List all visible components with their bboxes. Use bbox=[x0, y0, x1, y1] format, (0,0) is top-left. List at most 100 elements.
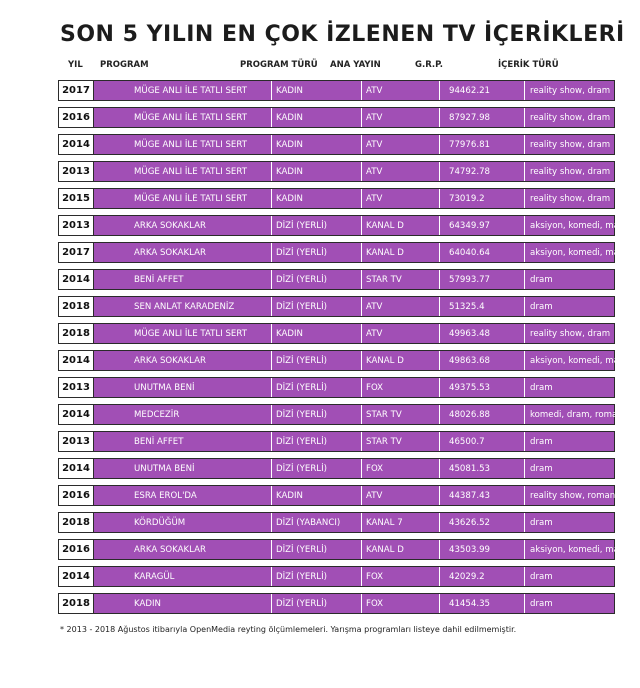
cell-year: 2017 bbox=[59, 243, 94, 262]
column-divider bbox=[524, 594, 525, 613]
footnote: * 2013 - 2018 Ağustos itibarıyla OpenMed… bbox=[60, 625, 517, 634]
cell-genre: aksiyon, komedi, macera bbox=[530, 355, 638, 366]
table-row: 2013 BENİ AFFET DİZİ (YERLİ) STAR TV 46500.7… bbox=[58, 431, 615, 452]
cell-program: ARKA SOKAKLAR bbox=[134, 355, 206, 366]
column-divider bbox=[271, 351, 272, 370]
cell-year: 2018 bbox=[59, 594, 94, 613]
column-divider bbox=[361, 216, 362, 235]
cell-program-type: DİZİ (YERLİ) bbox=[276, 544, 327, 555]
cell-genre: reality show, dram bbox=[530, 112, 611, 123]
row-bar: KADIN DİZİ (YERLİ) FOX 41454.35 dram bbox=[94, 594, 614, 613]
cell-channel: STAR TV bbox=[366, 409, 402, 420]
cell-grp: 42029.2 bbox=[449, 571, 485, 582]
table-row: 2014 ARKA SOKAKLAR DİZİ (YERLİ) KANAL D 4986… bbox=[58, 350, 638, 371]
cell-channel: KANAL D bbox=[366, 220, 404, 231]
page-title: SON 5 YILIN EN ÇOK İZLENEN TV İÇERİKLERİ bbox=[60, 22, 625, 47]
cell-grp: 49863.68 bbox=[449, 355, 491, 366]
column-divider bbox=[271, 567, 272, 586]
cell-genre: aksiyon, komedi, macera bbox=[530, 220, 638, 231]
cell-channel: STAR TV bbox=[366, 436, 402, 447]
column-divider bbox=[439, 432, 440, 451]
column-divider bbox=[439, 513, 440, 532]
row-bar: UNUTMA BENİ DİZİ (YERLİ) FOX 45081.53 dram bbox=[94, 459, 614, 478]
cell-program-type: DİZİ (YERLİ) bbox=[276, 355, 327, 366]
cell-channel: ATV bbox=[366, 301, 383, 312]
cell-genre: aksiyon, komedi, macera bbox=[530, 544, 638, 555]
column-divider bbox=[271, 135, 272, 154]
row-bar: ARKA SOKAKLAR DİZİ (YERLİ) KANAL D 43503.99… bbox=[94, 540, 638, 559]
cell-program-type: KADIN bbox=[276, 112, 303, 123]
cell-program-type: DİZİ (YERLİ) bbox=[276, 571, 327, 582]
cell-year: 2015 bbox=[59, 189, 94, 208]
cell-grp: 64349.97 bbox=[449, 220, 491, 231]
column-divider bbox=[361, 243, 362, 262]
column-divider bbox=[439, 297, 440, 316]
header-program: PROGRAM bbox=[100, 60, 149, 70]
cell-grp: 49375.53 bbox=[449, 382, 491, 393]
column-divider bbox=[361, 486, 362, 505]
row-bar: KÖRDÜĞÜM DİZİ (YABANCI) KANAL 7 43626.52 dra… bbox=[94, 513, 614, 532]
column-divider bbox=[271, 243, 272, 262]
ranking-table: 2017 MÜGE ANLI İLE TATLI SERT KADIN ATV 9446… bbox=[58, 80, 638, 620]
column-divider bbox=[439, 567, 440, 586]
column-divider bbox=[361, 432, 362, 451]
column-divider bbox=[524, 540, 525, 559]
column-divider bbox=[524, 351, 525, 370]
cell-year: 2016 bbox=[59, 540, 94, 559]
table-row: 2018 SEN ANLAT KARADENİZ DİZİ (YERLİ) ATV 51… bbox=[58, 296, 615, 317]
column-divider bbox=[439, 405, 440, 424]
column-divider bbox=[524, 513, 525, 532]
cell-channel: FOX bbox=[366, 382, 384, 393]
column-divider bbox=[361, 324, 362, 343]
column-divider bbox=[271, 108, 272, 127]
row-bar: ARKA SOKAKLAR DİZİ (YERLİ) KANAL D 64349.97… bbox=[94, 216, 638, 235]
row-bar: KARAGÜL DİZİ (YERLİ) FOX 42029.2 dram bbox=[94, 567, 614, 586]
cell-program: MÜGE ANLI İLE TATLI SERT bbox=[134, 139, 247, 150]
column-divider bbox=[439, 162, 440, 181]
column-divider bbox=[439, 378, 440, 397]
cell-genre: aksiyon, komedi, macera bbox=[530, 247, 638, 258]
cell-channel: ATV bbox=[366, 328, 383, 339]
cell-grp: 44387.43 bbox=[449, 490, 491, 501]
cell-year: 2013 bbox=[59, 216, 94, 235]
column-divider bbox=[524, 297, 525, 316]
column-divider bbox=[439, 540, 440, 559]
cell-year: 2017 bbox=[59, 81, 94, 100]
cell-year: 2014 bbox=[59, 405, 94, 424]
cell-year: 2018 bbox=[59, 297, 94, 316]
column-divider bbox=[524, 405, 525, 424]
column-divider bbox=[271, 405, 272, 424]
cell-program-type: KADIN bbox=[276, 490, 303, 501]
cell-program: KADIN bbox=[134, 598, 161, 609]
column-divider bbox=[271, 432, 272, 451]
column-divider bbox=[361, 405, 362, 424]
cell-genre: dram bbox=[530, 517, 553, 528]
cell-year: 2014 bbox=[59, 459, 94, 478]
table-row: 2018 KÖRDÜĞÜM DİZİ (YABANCI) KANAL 7 43626.5… bbox=[58, 512, 615, 533]
column-divider bbox=[524, 108, 525, 127]
cell-channel: ATV bbox=[366, 139, 383, 150]
column-divider bbox=[524, 216, 525, 235]
table-row: 2016 ARKA SOKAKLAR DİZİ (YERLİ) KANAL D 4350… bbox=[58, 539, 638, 560]
column-divider bbox=[361, 459, 362, 478]
table-row: 2014 UNUTMA BENİ DİZİ (YERLİ) FOX 45081.53 dr… bbox=[58, 458, 615, 479]
column-divider bbox=[524, 378, 525, 397]
cell-year: 2013 bbox=[59, 162, 94, 181]
cell-program-type: KADIN bbox=[276, 139, 303, 150]
header-genre: İÇERİK TÜRÜ bbox=[498, 60, 559, 70]
table-row: 2014 KARAGÜL DİZİ (YERLİ) FOX 42029.2 dram bbox=[58, 566, 615, 587]
cell-grp: 49963.48 bbox=[449, 328, 491, 339]
column-divider bbox=[439, 108, 440, 127]
column-divider bbox=[439, 594, 440, 613]
cell-program: MÜGE ANLI İLE TATLI SERT bbox=[134, 328, 247, 339]
column-divider bbox=[439, 459, 440, 478]
column-divider bbox=[271, 270, 272, 289]
column-divider bbox=[524, 189, 525, 208]
cell-genre: dram bbox=[530, 463, 553, 474]
table-row: 2017 MÜGE ANLI İLE TATLI SERT KADIN ATV 9446… bbox=[58, 80, 615, 101]
cell-program-type: DİZİ (YERLİ) bbox=[276, 274, 327, 285]
column-divider bbox=[271, 378, 272, 397]
table-row: 2018 MÜGE ANLI İLE TATLI SERT KADIN ATV 4996… bbox=[58, 323, 615, 344]
cell-channel: ATV bbox=[366, 193, 383, 204]
column-divider bbox=[361, 135, 362, 154]
